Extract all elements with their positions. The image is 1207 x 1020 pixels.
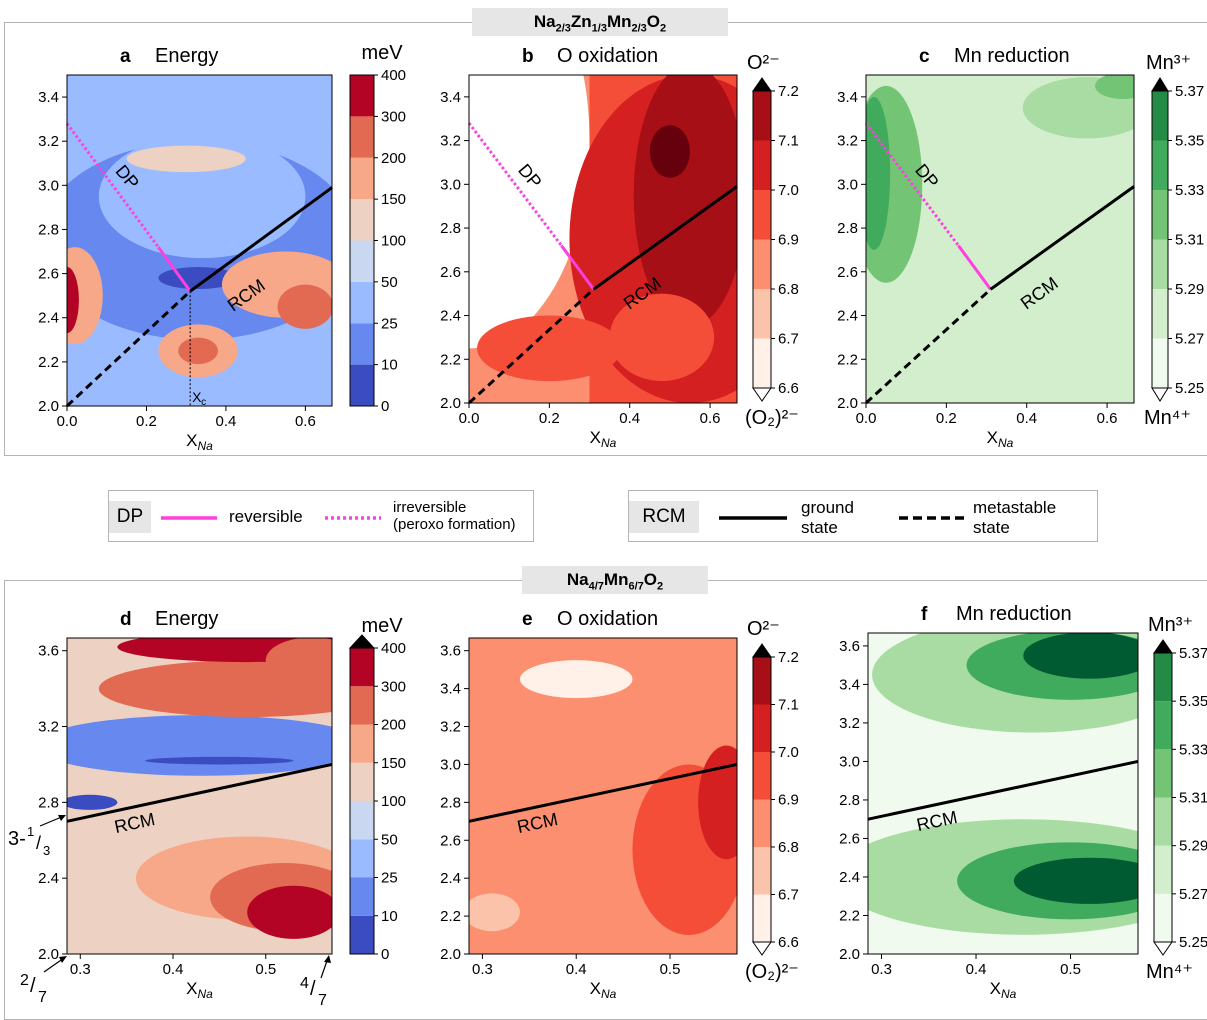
ground-swatch (719, 516, 787, 520)
rcm-legend-tag: RCM (629, 501, 699, 533)
reversible-swatch (161, 516, 217, 520)
irreversible-swatch (325, 516, 381, 520)
bottom-group-frame (4, 580, 1207, 1020)
bottom-group-title: Na4/7Mn6/7O2 (522, 566, 708, 594)
top-group-frame (4, 22, 1207, 456)
metastable-label-1: metastable (973, 498, 1057, 517)
dp-legend: DP reversible irreversible (peroxo forma… (108, 490, 534, 542)
reversible-label: reversible (229, 507, 303, 526)
metastable-label-2: state (973, 518, 1010, 537)
ground-label-1: ground (801, 498, 854, 517)
irreversible-label-1: irreversible (393, 499, 467, 516)
metastable-swatch (899, 516, 967, 520)
top-group-title: Na2/3Zn1/3Mn2/3O2 (472, 8, 728, 36)
ground-label-2: state (801, 518, 838, 537)
dp-legend-tag: DP (109, 501, 151, 533)
rcm-legend: RCM ground state metastable state (628, 490, 1098, 542)
irreversible-label-2: (peroxo formation) (393, 516, 516, 533)
